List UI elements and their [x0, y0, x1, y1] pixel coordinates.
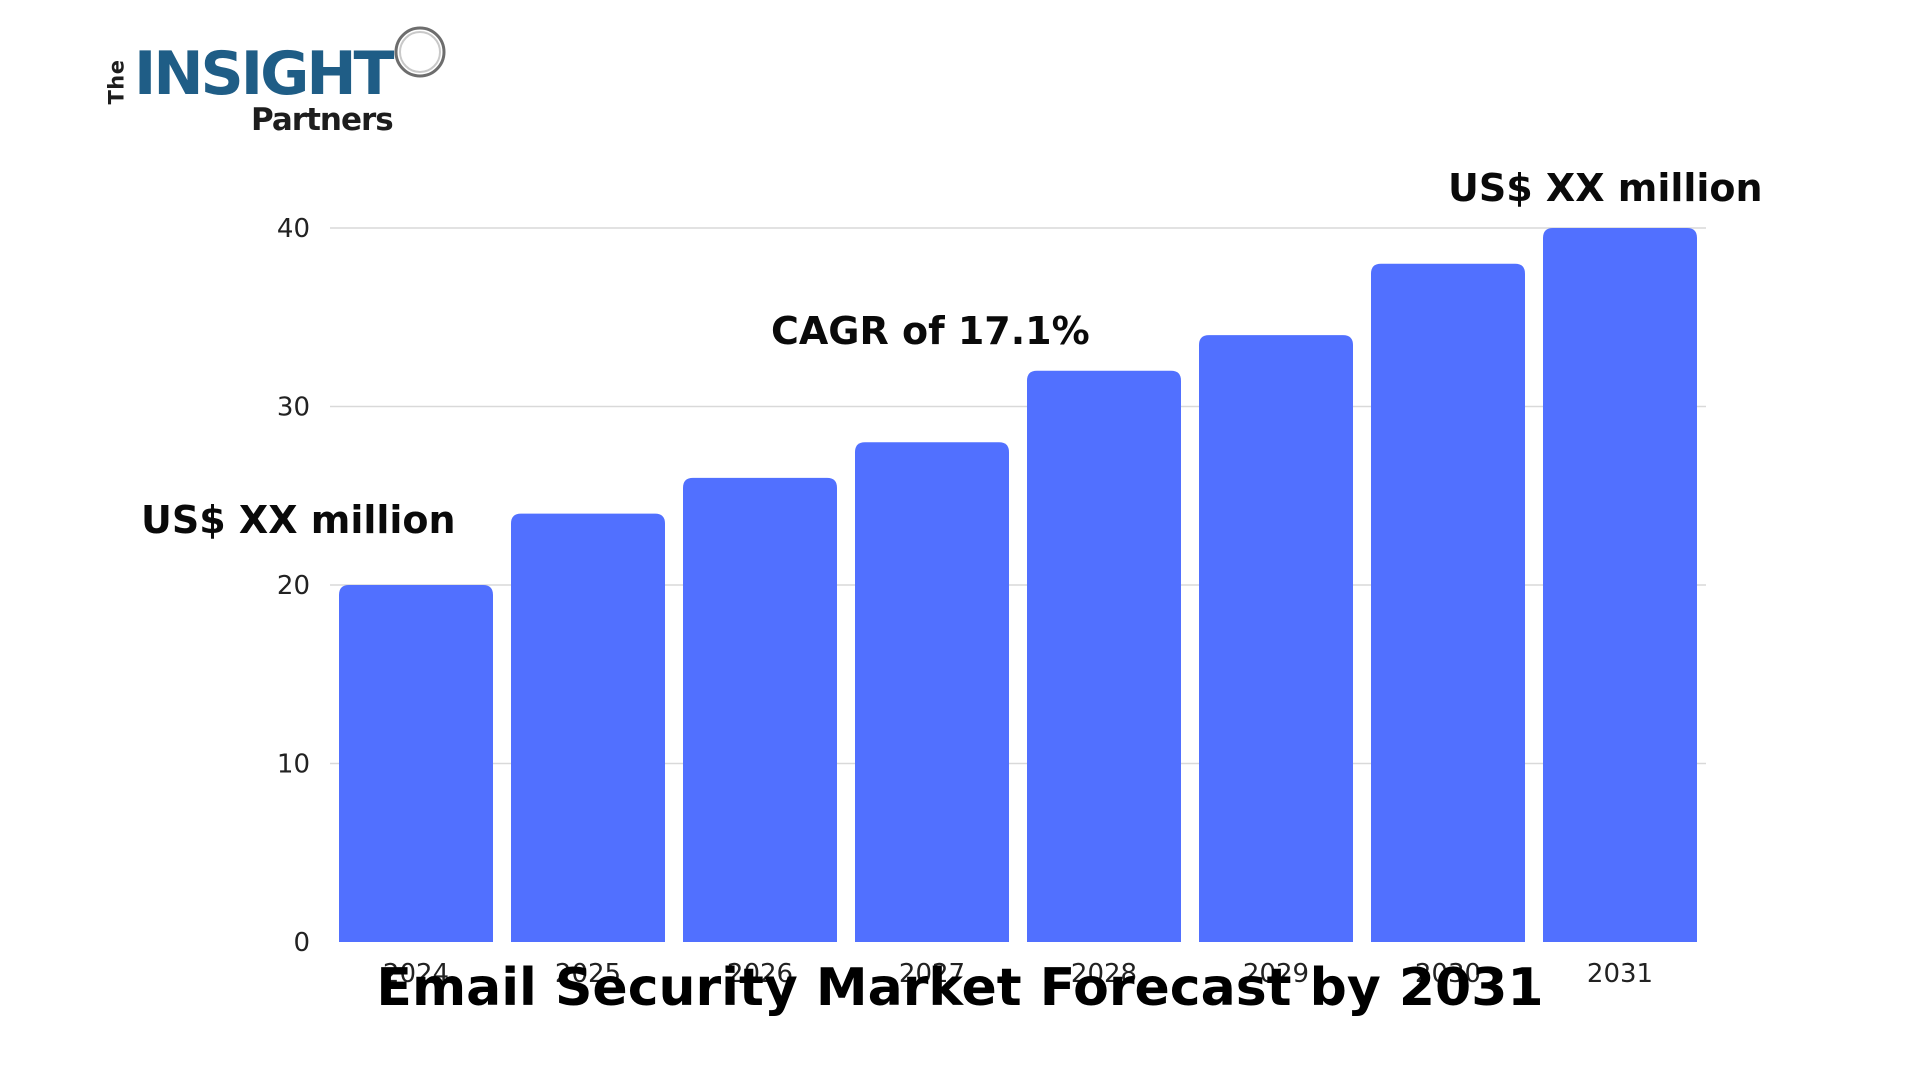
- y-tick-label: 20: [277, 571, 310, 601]
- magnifier-icon: [394, 26, 446, 78]
- x-tick-label: 2024: [383, 959, 449, 989]
- bar-2026: [683, 477, 837, 942]
- brand-logo: The INSIGHT Partners: [105, 22, 448, 142]
- logo-partners-text: Partners: [251, 102, 394, 138]
- y-tick-label: 30: [277, 393, 310, 423]
- y-tick-label: 40: [277, 214, 310, 244]
- x-tick-label: 2025: [555, 959, 621, 989]
- bar-2025: [511, 513, 665, 942]
- bar-2028: [1027, 370, 1181, 942]
- x-tick-label: 2027: [899, 959, 965, 989]
- y-tick-label: 0: [293, 928, 310, 958]
- bar-2027: [855, 442, 1009, 942]
- bar-2031: [1543, 228, 1697, 942]
- chart-title: Email Security Market Forecast by 2031: [376, 958, 1544, 1018]
- logo-insight-text: INSIGHT: [134, 39, 394, 109]
- x-tick-label: 2028: [1071, 959, 1137, 989]
- x-tick-label: 2031: [1587, 959, 1653, 989]
- y-tick-label: 10: [277, 750, 310, 780]
- x-tick-label: 2026: [727, 959, 793, 989]
- end-value-annotation: US$ XX million: [1448, 166, 1763, 210]
- bar-2029: [1199, 335, 1353, 943]
- bar-2024: [339, 585, 493, 942]
- x-tick-label: 2030: [1415, 959, 1481, 989]
- bar-2030: [1371, 263, 1525, 942]
- x-tick-label: 2029: [1243, 959, 1309, 989]
- cagr-annotation: CAGR of 17.1%: [771, 309, 1090, 353]
- start-value-annotation: US$ XX million: [141, 498, 456, 542]
